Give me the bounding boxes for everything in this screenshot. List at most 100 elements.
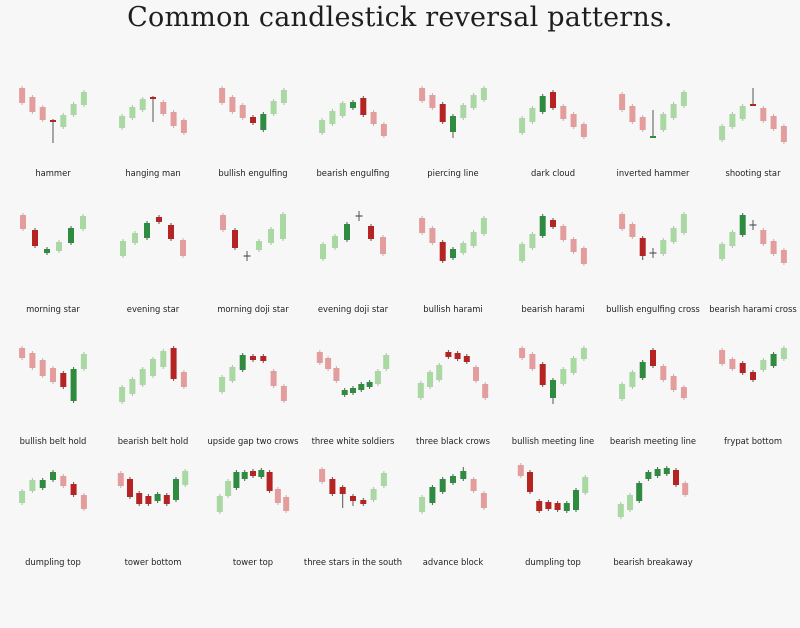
bullish-candle (29, 478, 36, 493)
bearish-candle (473, 365, 479, 383)
bearish-candle (50, 366, 56, 384)
bearish-candle (445, 350, 452, 359)
pattern-label: dumpling top (25, 557, 81, 567)
bearish-candle (274, 487, 281, 505)
bullish-candle (233, 470, 240, 490)
candlestick-chart (619, 348, 687, 401)
bullish-candle (258, 468, 265, 479)
bullish-candle (429, 485, 436, 505)
bullish-candle (216, 494, 223, 514)
bullish-candle (729, 112, 736, 129)
bearish-candle (80, 493, 87, 511)
bearish-candle (150, 96, 156, 122)
pattern-bullish-harami: bullish harami (403, 206, 503, 318)
bearish-candle (239, 103, 246, 120)
pattern-hammer: hammer (3, 70, 103, 182)
bullish-candle (60, 113, 67, 129)
bullish-candle (719, 124, 726, 142)
bearish-candle (682, 481, 689, 497)
bullish-candle (617, 502, 624, 519)
bullish-candle (160, 349, 167, 369)
bearish-candle (660, 364, 667, 382)
bearish-candle (545, 500, 552, 511)
candlestick-chart (320, 211, 386, 261)
bearish-candle (580, 246, 587, 266)
candlestick-chart (519, 214, 587, 266)
bullish-candle (427, 370, 433, 389)
pattern-label: dark cloud (530, 168, 576, 178)
candlestick-chart (519, 346, 587, 404)
candlestick-chart (319, 467, 387, 508)
bullish-candle (780, 346, 787, 361)
candlestick-chart (216, 468, 290, 514)
bearish-candle (619, 92, 626, 112)
pattern-dumpling-top: dumpling top (3, 463, 103, 571)
bearish-candle (550, 218, 556, 229)
bullish-candle (450, 247, 456, 260)
bearish-candle (60, 474, 67, 488)
candlestick-chart (719, 346, 787, 382)
pattern-label: bullish engulfing (218, 168, 288, 178)
bullish-candle (760, 358, 767, 372)
candlestick-chart (619, 212, 687, 260)
bearish-candle (760, 228, 767, 246)
bullish-candle (550, 378, 556, 404)
pattern-label: bearish belt hold (117, 436, 189, 446)
bearish-candle (50, 119, 56, 143)
bullish-candle (660, 112, 667, 132)
bearish-candle (360, 498, 367, 506)
doji-candle (243, 251, 251, 261)
bullish-candle (366, 380, 373, 389)
candlestick-chart (219, 353, 287, 403)
bearish-candle (39, 358, 46, 378)
bearish-candle (232, 228, 238, 250)
bullish-candle (383, 353, 390, 371)
bearish-candle (220, 213, 226, 232)
bearish-candle (419, 86, 426, 103)
pattern-label: dumpling top (525, 557, 581, 567)
bullish-candle (770, 352, 777, 368)
bearish-candle (639, 236, 646, 260)
pattern-label: three stars in the south (303, 557, 403, 567)
pattern-upside-gap-two-crows: upside gap two crows (203, 342, 303, 450)
page-title: Common candlestick reversal patterns. (127, 2, 673, 33)
bearish-candle (439, 102, 446, 124)
bullish-candle (436, 363, 443, 382)
bullish-candle (729, 230, 736, 248)
candlestick-chart (419, 86, 487, 138)
bearish-candle (750, 88, 756, 106)
bearish-candle (680, 385, 687, 400)
bullish-candle (344, 222, 350, 242)
pattern-three-stars-in-the-south: three stars in the south (303, 463, 403, 571)
bullish-candle (629, 370, 636, 389)
bearish-candle (136, 491, 143, 506)
bullish-candle (182, 469, 189, 487)
bullish-candle (739, 213, 746, 237)
bearish-candle (780, 248, 787, 265)
bearish-candle (32, 228, 38, 248)
pattern-label: frypat bottom (723, 436, 783, 446)
bearish-candle (380, 122, 387, 138)
pattern-label: upside gap two crows (207, 436, 299, 446)
bullish-candle (650, 110, 656, 138)
bearish-candle (429, 226, 436, 245)
bullish-candle (280, 212, 286, 241)
pattern-label: tower top (232, 557, 274, 567)
bearish-candle (419, 216, 426, 235)
bearish-candle (170, 110, 177, 128)
pattern-bullish-belt-hold: bullish belt hold (3, 342, 103, 450)
bullish-candle (480, 86, 487, 102)
bullish-candle (239, 353, 246, 372)
pattern-bullish-engulfing: bullish engulfing (203, 70, 303, 182)
bullish-candle (419, 495, 426, 514)
bullish-candle (80, 352, 87, 371)
bearish-candle (145, 494, 152, 506)
bullish-candle (70, 102, 77, 117)
bearish-candle (156, 215, 162, 224)
bullish-candle (332, 234, 338, 250)
pattern-label: bearish harami cross (709, 304, 797, 314)
bullish-candle (519, 116, 526, 135)
bearish-candle (168, 223, 174, 241)
pattern-inverted-hammer: inverted hammer (603, 70, 703, 182)
pattern-dark-cloud: dark cloud (503, 70, 603, 182)
